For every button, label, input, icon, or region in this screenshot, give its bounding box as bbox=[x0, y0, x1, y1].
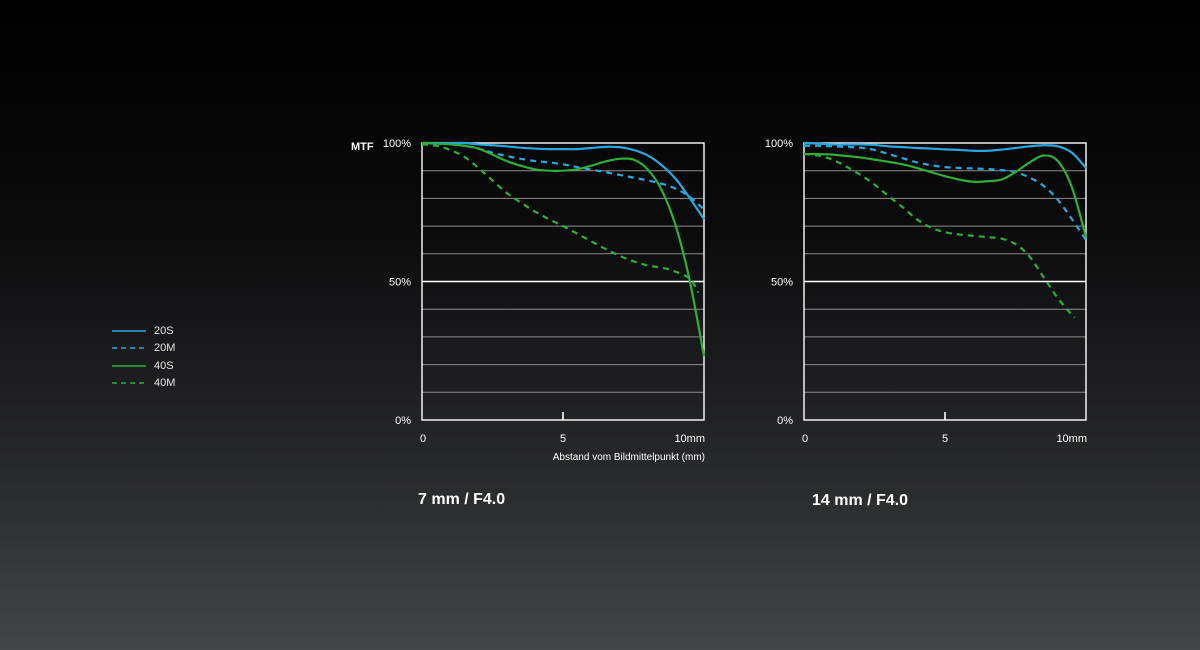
x-axis-title: Abstand vom Bildmittelpunkt (mm) bbox=[553, 452, 705, 463]
chart-title-14mm: 14 mm / F4.0 bbox=[812, 492, 909, 509]
legend-item-20m: 20M bbox=[112, 340, 175, 358]
legend-label-40s: 40S bbox=[154, 359, 174, 372]
legend-item-40m: 40M bbox=[112, 375, 175, 393]
x-tick-label: 0 bbox=[420, 433, 426, 445]
legend-swatch-40s bbox=[112, 364, 146, 367]
series-line-40s bbox=[803, 152, 1088, 238]
legend-item-20s: 20S bbox=[112, 322, 175, 340]
mtf-chart-7mm: MTF 100% 50% 0% 0 5 10mm Abstand vom Bildmitte… bbox=[340, 128, 740, 473]
mtf-chart-14mm-svg: 100% 50% 0% 0 5 10mm bbox=[765, 138, 1088, 445]
x-tick-label: 10mm bbox=[674, 433, 705, 445]
series-line-20m bbox=[803, 144, 1087, 241]
mtf-chart-7mm-svg: MTF 100% 50% 0% 0 5 10mm Abstand vom Bildmitte… bbox=[351, 138, 706, 463]
series-line-40m bbox=[803, 152, 1076, 319]
legend-swatch-20s bbox=[112, 329, 146, 332]
series-line-40s bbox=[421, 141, 706, 357]
x-tick-label: 10mm bbox=[1056, 433, 1087, 445]
x-tick-label: 0 bbox=[802, 433, 808, 445]
legend-label-20s: 20S bbox=[154, 324, 174, 337]
y-tick-label: 50% bbox=[771, 277, 793, 289]
legend: 20S 20M 40S 40M bbox=[112, 322, 175, 392]
legend-swatch-40m bbox=[112, 382, 146, 385]
legend-item-40s: 40S bbox=[112, 357, 175, 375]
legend-swatch-20m bbox=[112, 347, 146, 350]
series-line-40m bbox=[421, 143, 700, 294]
chart-title-7mm: 7 mm / F4.0 bbox=[418, 491, 506, 508]
legend-label-20m: 20M bbox=[154, 342, 176, 355]
legend-label-40m: 40M bbox=[154, 377, 176, 390]
series-line-20s bbox=[422, 141, 705, 220]
y-tick-label: 0% bbox=[777, 415, 793, 427]
mtf-chart-14mm: 100% 50% 0% 0 5 10mm bbox=[722, 128, 1122, 473]
y-axis-title: MTF bbox=[351, 141, 374, 153]
x-tick-label: 5 bbox=[942, 433, 948, 445]
y-tick-label: 0% bbox=[395, 415, 411, 427]
y-tick-label: 100% bbox=[383, 138, 411, 150]
x-tick-label: 5 bbox=[560, 433, 566, 445]
y-tick-label: 100% bbox=[765, 138, 793, 150]
series-line-20m bbox=[421, 141, 705, 211]
series-line-20s bbox=[803, 141, 1087, 169]
y-tick-label: 50% bbox=[389, 277, 411, 289]
